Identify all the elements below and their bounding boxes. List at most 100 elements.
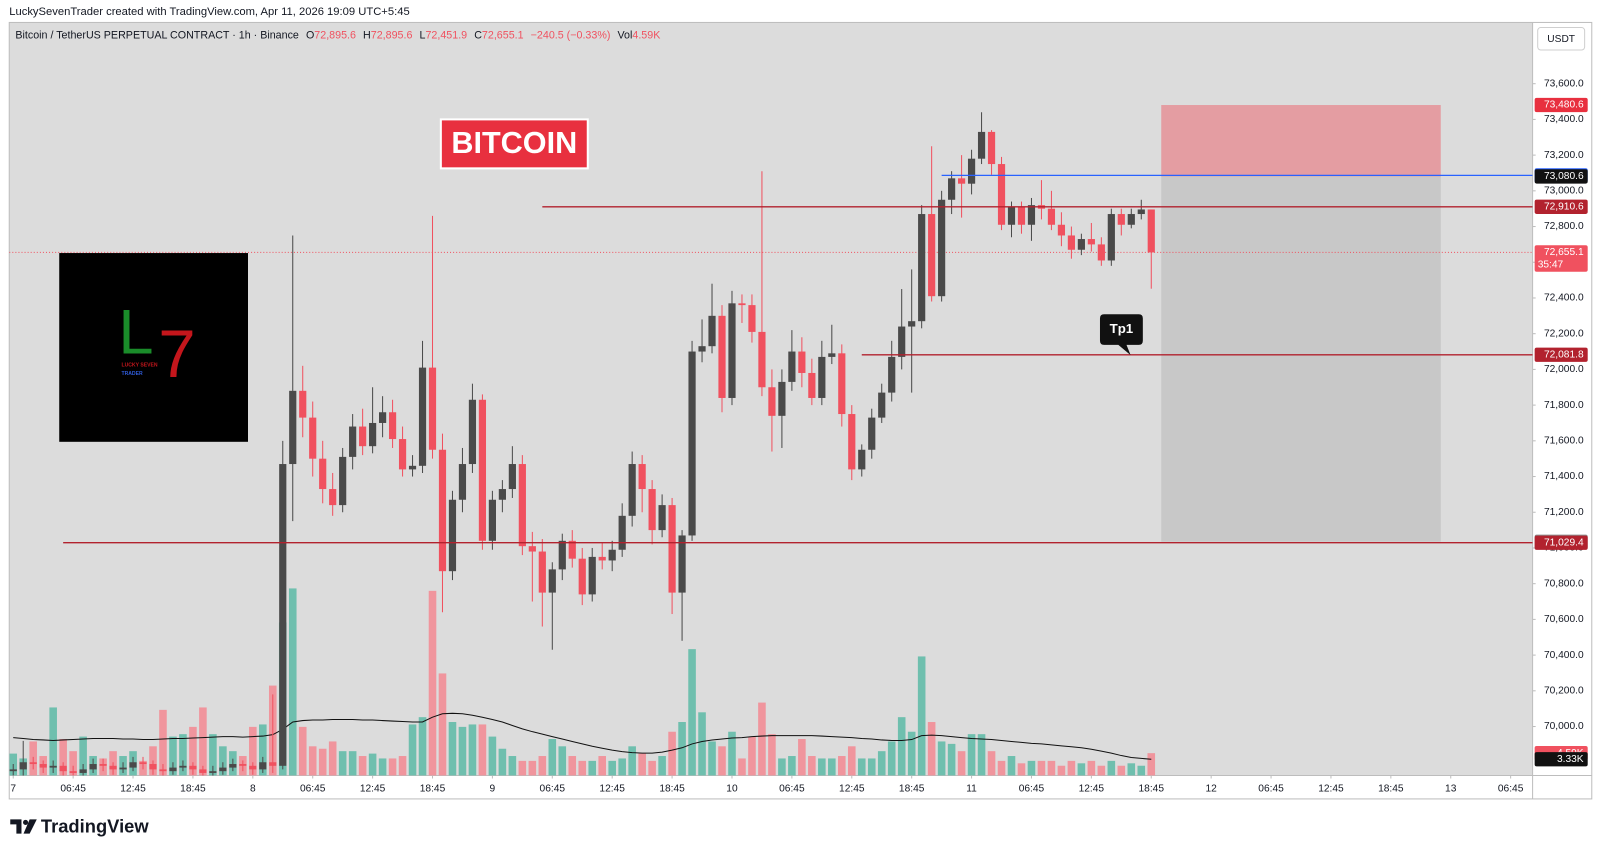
volume-bar bbox=[79, 736, 87, 776]
volume-bar bbox=[358, 756, 367, 776]
candle-body bbox=[149, 764, 157, 770]
candle-body bbox=[99, 764, 107, 766]
y-tick-label: 72,800.0 bbox=[1544, 221, 1584, 232]
position-target-zone bbox=[1161, 176, 1441, 542]
frame bbox=[8, 21, 1593, 800]
volume-bar bbox=[219, 746, 227, 776]
volume-bar bbox=[528, 760, 537, 776]
x-tick-label: 06:45 bbox=[779, 783, 805, 794]
candle-body bbox=[279, 464, 287, 766]
volume-bar bbox=[408, 724, 417, 776]
volume-bar bbox=[179, 734, 187, 776]
volume-bar bbox=[59, 739, 67, 776]
x-tick-label: 18:45 bbox=[1139, 783, 1165, 794]
candle-body bbox=[888, 356, 896, 393]
plot bbox=[9, 105, 1533, 776]
volume-bar bbox=[738, 758, 746, 776]
x-tick-label: 11 bbox=[966, 783, 977, 794]
x-tick-label: 7 bbox=[10, 783, 16, 794]
candle-body bbox=[987, 131, 996, 165]
currency-button[interactable] bbox=[1537, 27, 1586, 51]
candle-body bbox=[129, 762, 137, 768]
volume-bar bbox=[748, 736, 756, 776]
candle-body bbox=[109, 765, 117, 770]
candle-body bbox=[249, 765, 257, 770]
candle-body bbox=[229, 764, 237, 768]
volume-bar bbox=[169, 736, 177, 776]
candle-body bbox=[179, 765, 187, 768]
candle-body bbox=[728, 303, 736, 398]
candle-body bbox=[658, 505, 666, 531]
candle-body bbox=[189, 765, 197, 770]
candle-body bbox=[319, 458, 327, 490]
candle-body bbox=[398, 439, 407, 470]
volume-bar bbox=[1137, 765, 1146, 776]
volume-bar bbox=[209, 734, 217, 776]
candle-body bbox=[339, 456, 347, 506]
volume-bar bbox=[818, 758, 826, 776]
candle-body bbox=[997, 164, 1006, 225]
brand-icon bbox=[23, 819, 37, 834]
callout-text: Tp1 bbox=[1110, 321, 1134, 336]
candle-body bbox=[269, 762, 277, 766]
candle-body bbox=[618, 515, 626, 550]
volume-bar bbox=[897, 717, 906, 776]
candle-body bbox=[199, 769, 207, 773]
candle-body bbox=[239, 764, 247, 766]
volume-bar bbox=[538, 756, 547, 776]
volume-bar bbox=[398, 756, 407, 776]
volume-bar bbox=[977, 734, 986, 776]
volume-bar bbox=[1107, 760, 1116, 776]
volume-bar bbox=[378, 758, 387, 776]
volume-bar bbox=[698, 712, 706, 776]
candle-body bbox=[858, 449, 866, 470]
price-badge-label: 72,081.8 bbox=[1544, 349, 1584, 360]
y-tick-label: 70,800.0 bbox=[1544, 578, 1584, 589]
candle-body bbox=[388, 412, 397, 440]
legend-value: 72,895.6 bbox=[314, 30, 356, 42]
candle-body bbox=[868, 417, 876, 450]
price-badge-label: 71,029.4 bbox=[1544, 537, 1584, 548]
price-badge-label: 72,910.6 bbox=[1544, 201, 1584, 212]
x-tick-label: 12:45 bbox=[1318, 783, 1344, 794]
candle-body bbox=[418, 367, 427, 466]
candle-body bbox=[648, 489, 656, 531]
candle-body bbox=[678, 535, 686, 593]
brand-icon bbox=[10, 819, 22, 834]
title-text: BITCOIN bbox=[451, 126, 577, 160]
price-badge bbox=[1534, 199, 1588, 214]
candle-body bbox=[438, 449, 447, 572]
volume-bar bbox=[1037, 760, 1046, 776]
volume-bar bbox=[728, 731, 736, 776]
position-stop-zone bbox=[1161, 105, 1441, 177]
volume-bar bbox=[478, 724, 487, 776]
y-tick-label: 70,200.0 bbox=[1544, 686, 1584, 697]
candle-body bbox=[458, 464, 467, 500]
candle-body bbox=[89, 764, 97, 770]
candle-body bbox=[548, 569, 556, 593]
y-tick-label: 73,400.0 bbox=[1544, 114, 1584, 125]
volume-bar bbox=[1017, 763, 1026, 776]
countdown-label: 35:47 bbox=[1538, 259, 1564, 270]
candle-body bbox=[209, 771, 217, 773]
y-tick-label: 72,000.0 bbox=[1544, 364, 1584, 375]
volume-bar bbox=[49, 707, 57, 776]
x-tick-label: 06:45 bbox=[300, 783, 326, 794]
x-tick-label: 12:45 bbox=[360, 783, 386, 794]
volume-bar bbox=[338, 751, 347, 776]
volume-bar bbox=[288, 588, 297, 776]
volume-bar bbox=[867, 758, 876, 776]
candle-body bbox=[299, 390, 307, 418]
currency-label[interactable]: USDT bbox=[1547, 34, 1575, 45]
volume-bar bbox=[428, 590, 437, 776]
volume-bar bbox=[458, 726, 467, 776]
y-tick-label: 71,600.0 bbox=[1544, 436, 1584, 447]
candle-body bbox=[668, 505, 676, 593]
candle-body bbox=[79, 769, 87, 773]
candle-body bbox=[1097, 244, 1105, 261]
price-badge-label: 3.33K bbox=[1557, 754, 1584, 765]
volume-bar bbox=[887, 741, 896, 776]
candle-body bbox=[967, 158, 976, 184]
volume-bar bbox=[997, 760, 1006, 776]
